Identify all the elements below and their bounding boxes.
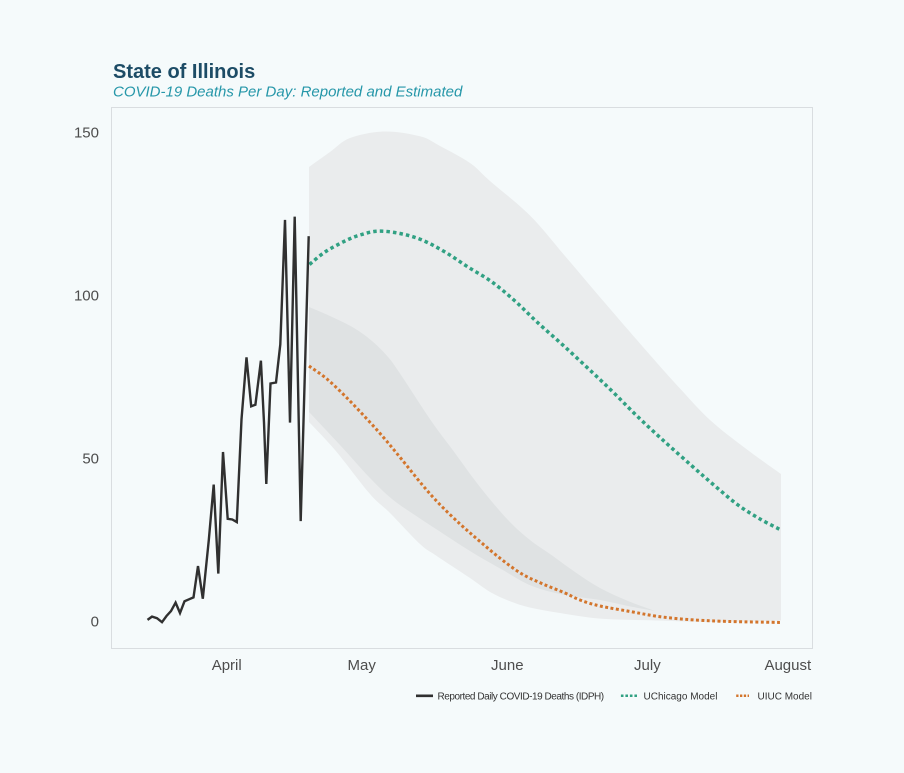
svg-text:UChicago Model: UChicago Model [644,691,718,702]
svg-text:0: 0 [91,614,99,631]
svg-text:June: June [491,657,524,674]
svg-text:COVID-19 Deaths Per Day: Repor: COVID-19 Deaths Per Day: Reported and Es… [113,84,463,101]
svg-text:150: 150 [74,125,99,142]
svg-text:100: 100 [74,288,99,305]
svg-text:Reported Daily COVID-19 Deaths: Reported Daily COVID-19 Deaths (IDPH) [438,691,604,702]
svg-text:August: August [764,657,812,674]
svg-text:State of Illinois: State of Illinois [113,61,255,83]
svg-text:May: May [348,657,377,674]
svg-text:50: 50 [82,451,99,468]
svg-text:April: April [212,657,242,674]
svg-text:UIUC Model: UIUC Model [758,691,812,702]
svg-text:July: July [634,657,661,674]
